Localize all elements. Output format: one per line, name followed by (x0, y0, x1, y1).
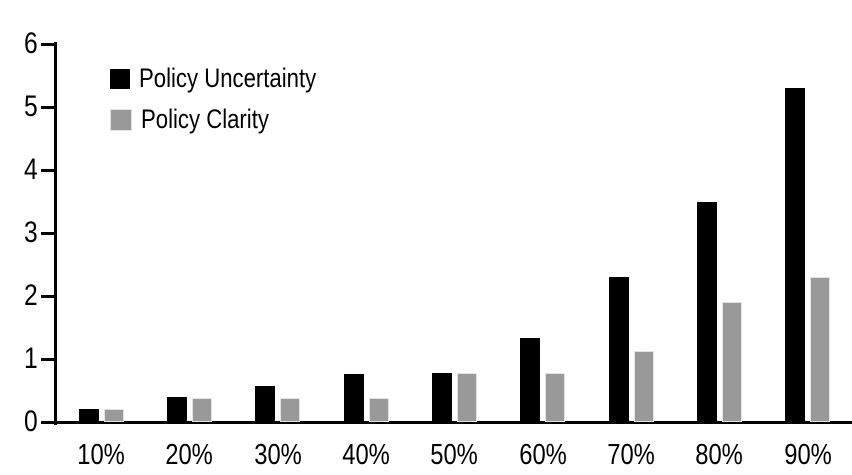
bar-policy-uncertainty-50 (432, 372, 452, 422)
legend-swatch-clarity-icon (110, 108, 132, 131)
bar-policy-clarity-70 (633, 350, 654, 422)
x-tick-label: 70% (586, 440, 676, 470)
bar-policy-uncertainty-30 (255, 386, 276, 422)
x-tick-label: 80% (675, 440, 765, 470)
bar-policy-uncertainty-10 (78, 409, 99, 422)
bar-policy-clarity-10 (103, 409, 124, 422)
x-tick-label: 30% (233, 440, 323, 470)
x-tick-label: 20% (145, 440, 235, 470)
y-tick-label: 6 (0, 29, 38, 59)
y-tick (41, 295, 54, 298)
x-tick-label: 10% (56, 440, 146, 470)
bar-policy-uncertainty-70 (608, 277, 629, 422)
legend: Policy Uncertainty Policy Clarity (110, 58, 355, 140)
y-tick (41, 358, 54, 361)
y-tick (41, 106, 54, 109)
bar-policy-clarity-80 (722, 302, 742, 422)
x-tick-label: 40% (321, 440, 411, 470)
legend-label-policy-clarity: Policy Clarity (141, 104, 269, 134)
y-tick-label: 4 (0, 155, 38, 185)
x-tick-label-text: 90% (784, 439, 832, 471)
y-tick-label: 2 (0, 281, 38, 311)
bar-policy-clarity-90 (810, 277, 831, 422)
bar-policy-uncertainty-60 (520, 338, 541, 422)
y-tick-label: 3 (0, 218, 38, 248)
x-tick-label-text: 80% (695, 439, 744, 471)
bar-policy-uncertainty-90 (785, 88, 806, 422)
legend-item-policy-uncertainty: Policy Uncertainty (110, 58, 355, 99)
x-tick-label-text: 30% (254, 439, 302, 471)
y-tick (41, 169, 54, 172)
bar-policy-clarity-20 (192, 398, 212, 422)
bar-policy-uncertainty-80 (697, 201, 717, 422)
y-tick-label-text: 5 (24, 90, 38, 123)
x-tick-label: 90% (763, 440, 852, 470)
y-tick-label-text: 2 (24, 279, 38, 312)
x-tick-label-text: 40% (342, 439, 390, 471)
y-axis-line (54, 42, 57, 425)
y-tick-label-text: 3 (24, 216, 38, 249)
legend-swatch-uncertainty-icon (110, 68, 130, 89)
legend-item-policy-clarity: Policy Clarity (110, 99, 355, 140)
x-tick-label: 60% (498, 440, 588, 470)
bar-policy-uncertainty-40 (343, 374, 364, 422)
bar-policy-clarity-60 (545, 373, 566, 422)
x-tick-label-text: 20% (165, 439, 214, 471)
y-tick (41, 43, 54, 46)
y-tick-label: 0 (0, 407, 38, 437)
x-axis-line (54, 421, 852, 424)
y-tick (41, 421, 54, 424)
y-tick-label: 1 (0, 344, 38, 374)
x-tick-label-text: 60% (519, 439, 567, 471)
y-tick-label-text: 6 (24, 27, 38, 60)
legend-label-policy-uncertainty: Policy Uncertainty (139, 63, 317, 93)
y-tick-label: 5 (0, 92, 38, 122)
y-tick (41, 232, 54, 235)
x-tick-label-text: 70% (607, 439, 655, 471)
bar-policy-uncertainty-20 (167, 396, 187, 422)
x-tick-label: 50% (410, 440, 500, 470)
bar-policy-clarity-40 (368, 398, 389, 422)
bar-policy-clarity-50 (457, 373, 477, 422)
y-tick-label-text: 4 (24, 153, 38, 186)
y-tick-label-text: 0 (24, 405, 38, 438)
x-tick-label-text: 10% (77, 439, 125, 471)
y-tick-label-text: 1 (24, 342, 38, 375)
x-tick-label-text: 50% (430, 439, 479, 471)
bar-policy-clarity-30 (280, 398, 301, 422)
